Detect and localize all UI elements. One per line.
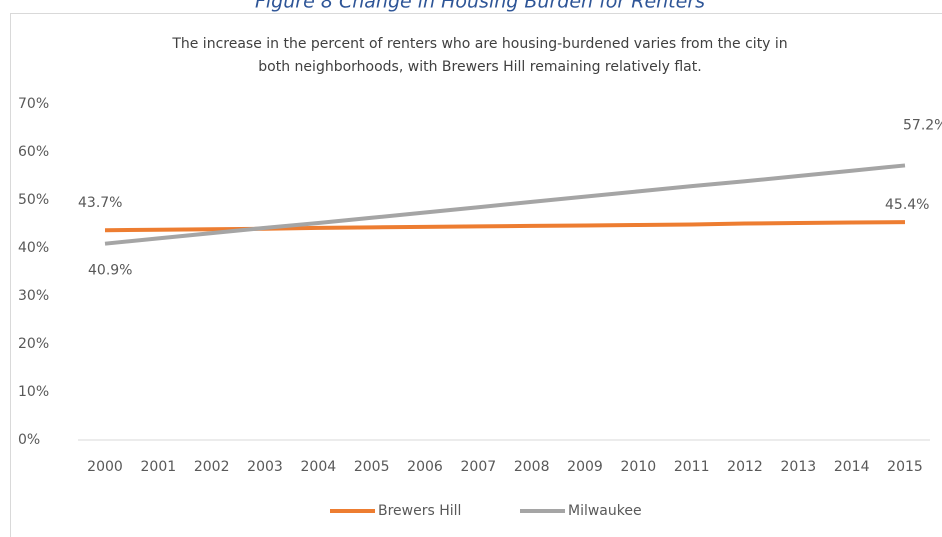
x-tick-label: 2012 [727, 459, 763, 475]
x-tick-label: 2009 [567, 459, 603, 475]
y-tick-label: 10% [18, 384, 49, 400]
x-tick-label: 2011 [674, 459, 710, 475]
y-tick-label: 30% [18, 288, 49, 304]
x-tick-label: 2005 [354, 459, 390, 475]
x-tick-label: 2000 [87, 459, 123, 475]
data-label: 45.4% [885, 197, 929, 213]
x-tick-label: 2014 [834, 459, 870, 475]
x-tick-label: 2013 [781, 459, 817, 475]
x-tick-label: 2004 [301, 459, 337, 475]
x-tick-label: 2003 [247, 459, 283, 475]
y-tick-label: 70% [18, 96, 49, 112]
y-tick-label: 20% [18, 336, 49, 352]
y-tick-label: 50% [18, 192, 49, 208]
x-tick-label: 2015 [887, 459, 923, 475]
x-tick-label: 2010 [621, 459, 657, 475]
legend-label: Brewers Hill [378, 503, 461, 519]
chart-title: Figure 8 Change in Housing Burden for Re… [255, 0, 705, 13]
data-label: 40.9% [88, 263, 132, 279]
data-label: 43.7% [78, 195, 122, 211]
y-tick-label: 60% [18, 144, 49, 160]
chart-border [10, 13, 942, 537]
chart-subtitle: The increase in the percent of renters w… [171, 36, 787, 52]
chart-subtitle: both neighborhoods, with Brewers Hill re… [258, 59, 701, 75]
legend-label: Milwaukee [568, 503, 642, 519]
y-tick-label: 40% [18, 240, 49, 256]
x-tick-label: 2007 [461, 459, 497, 475]
x-tick-label: 2001 [141, 459, 177, 475]
y-tick-label: 0% [18, 432, 40, 448]
x-tick-label: 2002 [194, 459, 230, 475]
data-label: 57.2% [903, 117, 942, 133]
x-tick-label: 2006 [407, 459, 443, 475]
line-series [104, 220, 906, 233]
line-series [104, 163, 906, 246]
x-tick-label: 2008 [514, 459, 550, 475]
